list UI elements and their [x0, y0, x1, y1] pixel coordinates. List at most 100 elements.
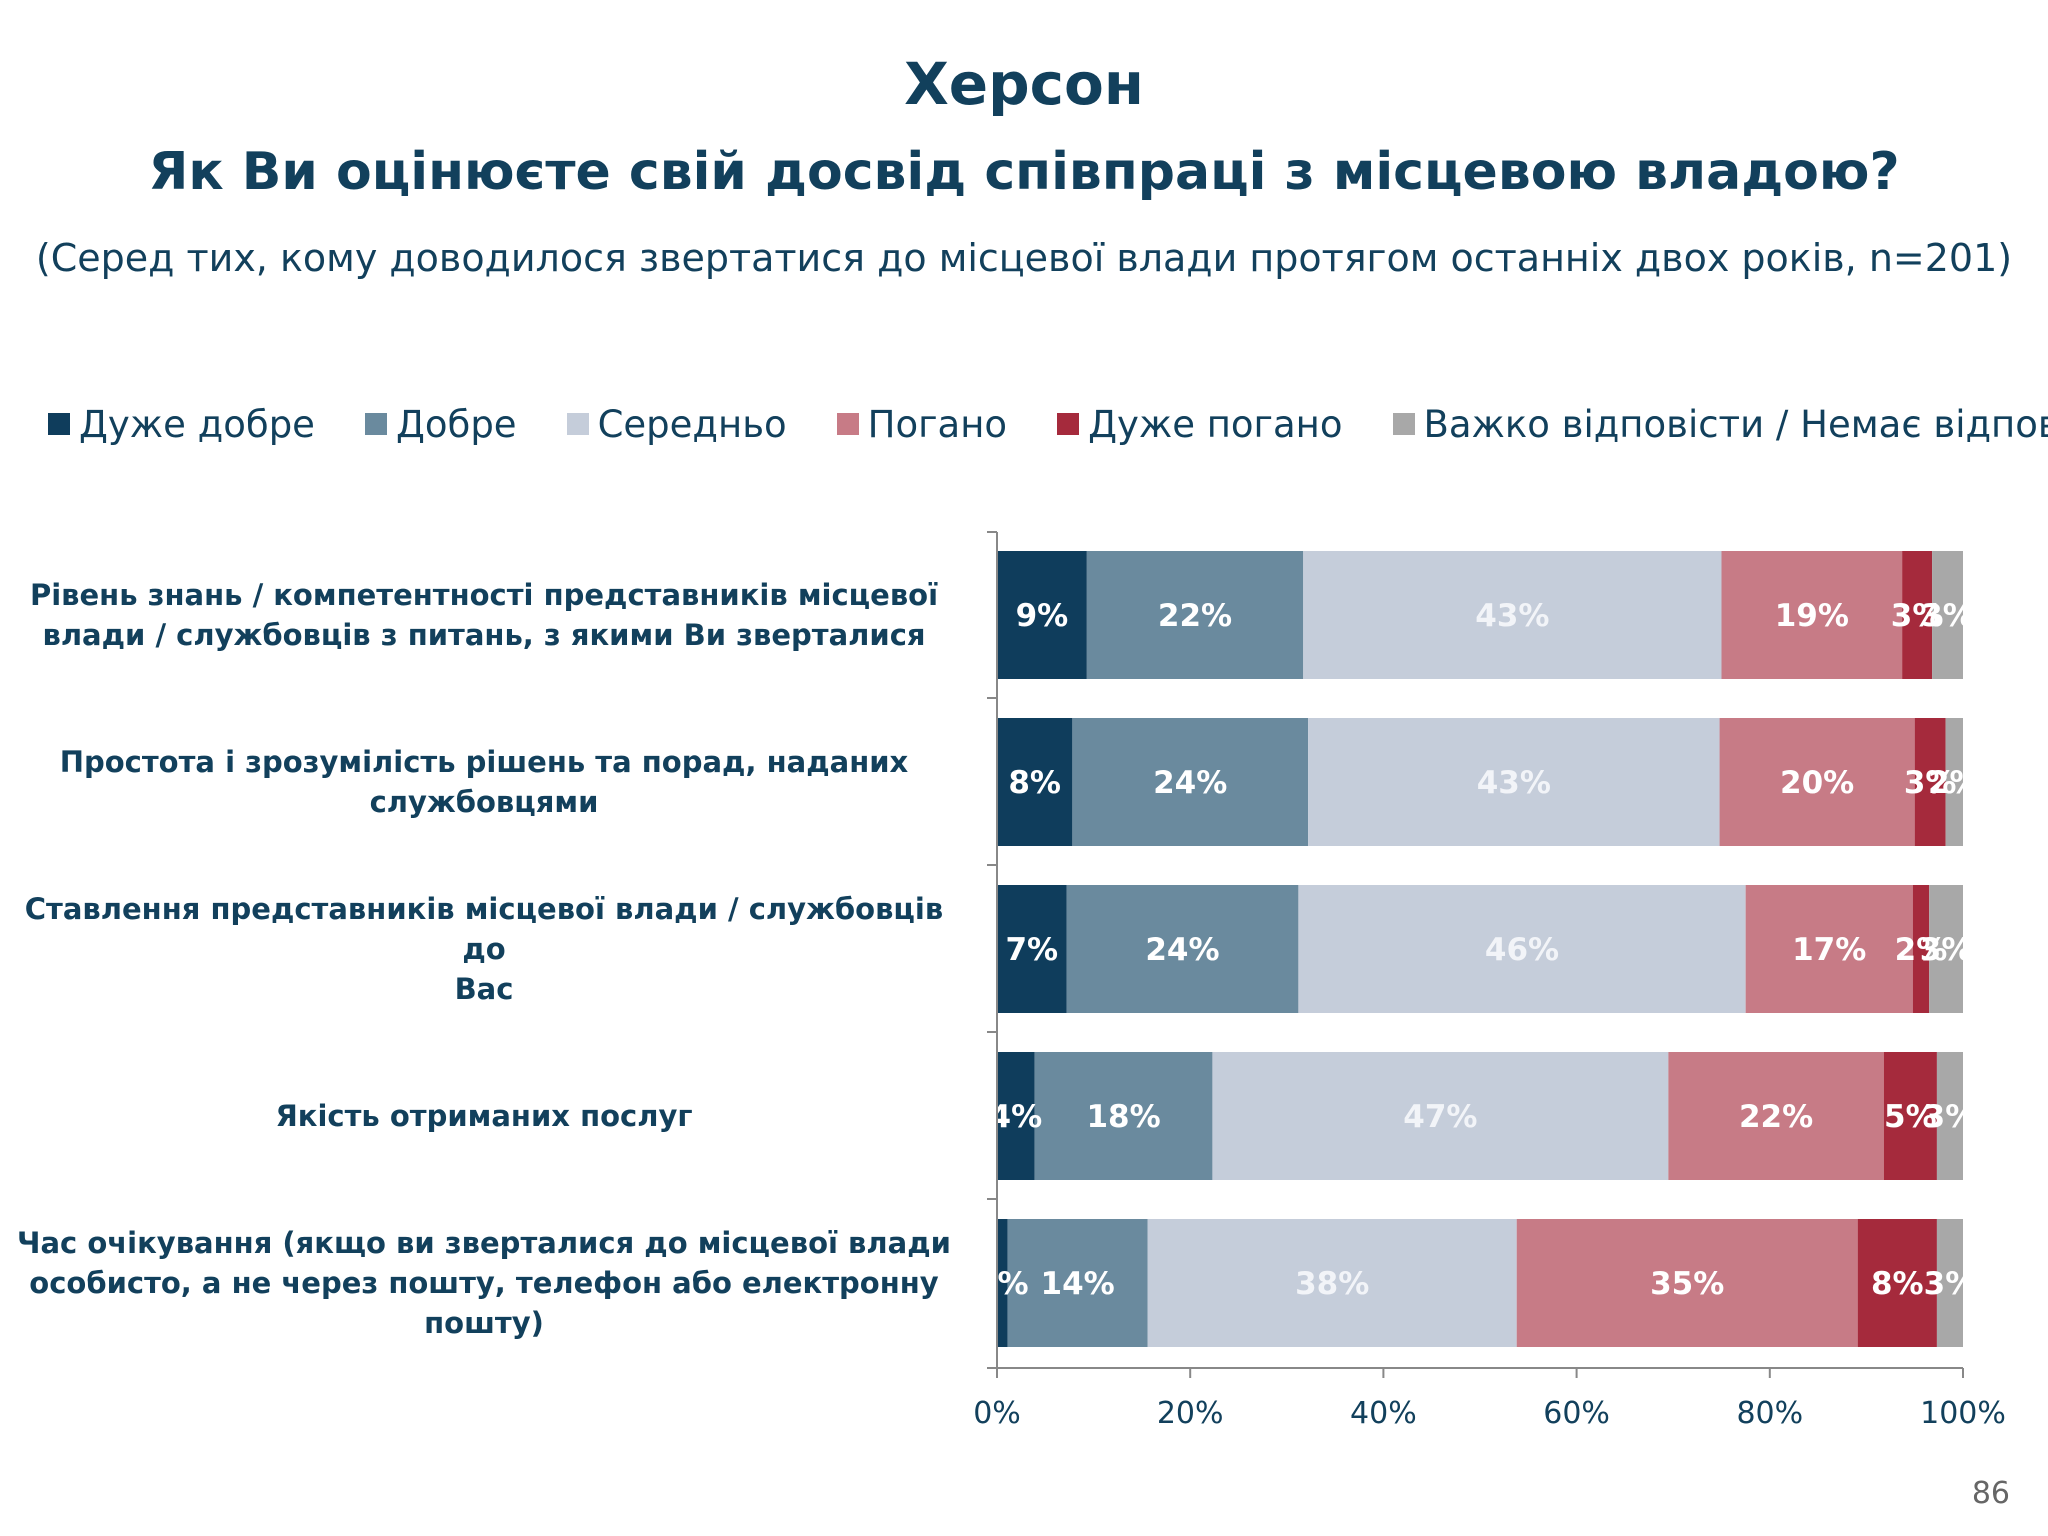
legend-swatch	[1057, 413, 1080, 435]
data-label: 3%	[1924, 1266, 1977, 1302]
legend-swatch	[566, 413, 589, 435]
bar-segment	[1066, 885, 1299, 1013]
data-label: 8%	[1008, 765, 1061, 801]
x-tick-label: 60%	[1543, 1396, 1610, 1431]
row-label-line: Ставлення представників місцевої влади /…	[24, 892, 944, 966]
row-label-line: службовцями	[369, 785, 599, 819]
data-label: 3%	[1920, 932, 1973, 968]
bar-segment	[997, 718, 1073, 846]
page-number: 86	[1971, 1476, 2010, 1511]
legend-label: Погано	[867, 402, 1008, 446]
data-label: 43%	[1475, 598, 1549, 634]
data-label: 1%	[976, 1266, 1029, 1302]
bar-segment	[1668, 1052, 1884, 1180]
bar-segment	[1072, 718, 1309, 846]
data-label: 47%	[1403, 1099, 1477, 1135]
data-label: 3%	[1904, 765, 1957, 801]
bar-segment	[1721, 551, 1903, 679]
bar-segment	[1883, 1052, 1937, 1180]
data-label: 35%	[1650, 1266, 1724, 1302]
row-label-line: Простота і зрозумілість рішень та порад,…	[59, 745, 909, 779]
data-label: 17%	[1792, 932, 1866, 968]
data-label: 3%	[1921, 598, 1974, 634]
row-label-line: Якість отриманих послуг	[275, 1099, 693, 1133]
bar-segment	[1303, 551, 1722, 679]
legend-item: Добре	[364, 402, 517, 446]
bar-segment	[1902, 551, 1933, 679]
row-label-line: влади / службовців з питань, з якими Ви …	[42, 618, 926, 652]
row-label-line: Рівень знань / компетентності представни…	[29, 578, 939, 612]
legend-item: Погано	[836, 402, 1008, 446]
row-label: Рівень знань / компетентності представни…	[0, 575, 968, 655]
bar-segment	[1745, 885, 1913, 1013]
bar-segment	[997, 1052, 1035, 1180]
legend-label: Добре	[395, 402, 517, 446]
row-label-line: особисто, а не через пошту, телефон або …	[29, 1266, 939, 1300]
data-label: 20%	[1780, 765, 1854, 801]
bar-segment	[1516, 1219, 1858, 1347]
bar-segment	[1932, 551, 1963, 679]
legend-item: Важко відповісти / Немає відповіді	[1392, 402, 2048, 446]
row-label: Якість отриманих послуг	[0, 1096, 968, 1136]
x-tick-label: 80%	[1736, 1396, 1803, 1431]
bar-segment	[1912, 885, 1930, 1013]
legend-swatch	[836, 413, 859, 435]
legend-swatch	[1392, 413, 1415, 435]
bar-segment	[1212, 1052, 1669, 1180]
data-label: 2%	[1928, 765, 1981, 801]
bar-segment	[1034, 1052, 1213, 1180]
legend-item: Середньо	[566, 402, 787, 446]
bar-segment	[1298, 885, 1746, 1013]
row-label: Час очікування (якщо ви зверталися до мі…	[0, 1223, 968, 1343]
data-label: 43%	[1477, 765, 1551, 801]
x-tick-label: 20%	[1157, 1396, 1224, 1431]
data-label: 8%	[1871, 1266, 1924, 1302]
row-label-line: Час очікування (якщо ви зверталися до мі…	[17, 1226, 951, 1260]
data-label: 14%	[1041, 1266, 1115, 1302]
legend-label: Дуже добре	[79, 402, 315, 446]
bar-segment	[1007, 1219, 1148, 1347]
data-label: 5%	[1884, 1099, 1937, 1135]
data-label: 19%	[1775, 598, 1849, 634]
legend-label: Середньо	[597, 402, 787, 446]
bar-segment	[997, 1219, 1008, 1347]
data-label: 2%	[1895, 932, 1948, 968]
x-tick-label: 0%	[973, 1396, 1021, 1431]
data-label: 7%	[1005, 932, 1058, 968]
bar-segment	[1086, 551, 1304, 679]
bar-segment	[1929, 885, 1963, 1013]
x-tick-label: 40%	[1350, 1396, 1417, 1431]
bar-segment	[1147, 1219, 1517, 1347]
row-label: Ставлення представників місцевої влади /…	[0, 889, 968, 1009]
data-label: 9%	[1016, 598, 1069, 634]
sample-note: (Серед тих, кому доводилося звертатися д…	[35, 236, 2013, 280]
data-label: 38%	[1295, 1266, 1369, 1302]
bar-segment	[1719, 718, 1915, 846]
data-label: 3%	[1891, 598, 1944, 634]
bar-segment	[1936, 1219, 1963, 1347]
data-label: 18%	[1086, 1099, 1160, 1135]
bar-segment	[1936, 1052, 1963, 1180]
data-label: 22%	[1158, 598, 1232, 634]
bar-segment	[997, 551, 1087, 679]
data-label: 3%	[1924, 1099, 1977, 1135]
data-label: 4%	[990, 1099, 1043, 1135]
row-label: Простота і зрозумілість рішень та порад,…	[0, 742, 968, 822]
legend-item: Дуже погано	[1057, 403, 1343, 446]
bar-segment	[1914, 718, 1946, 846]
bar-segment	[1308, 718, 1720, 846]
row-label-line: пошту)	[424, 1306, 544, 1340]
data-label: 24%	[1145, 932, 1219, 968]
chart-subtitle: Як Ви оцінюєте свій досвід співпраці з м…	[148, 142, 1900, 202]
bar-segment	[997, 885, 1067, 1013]
data-label: 46%	[1485, 932, 1559, 968]
legend-swatch	[48, 413, 70, 435]
legend-label: Важко відповісти / Немає відповіді	[1423, 402, 2048, 446]
page-title: Херсон	[904, 50, 1144, 118]
chart-legend: Дуже добре Добре Середньо Погано Дуже погано…	[48, 400, 2048, 448]
data-label: 22%	[1739, 1099, 1813, 1135]
data-label: 24%	[1153, 765, 1227, 801]
bar-segment	[1857, 1219, 1937, 1347]
legend-item: Дуже добре	[48, 403, 315, 446]
